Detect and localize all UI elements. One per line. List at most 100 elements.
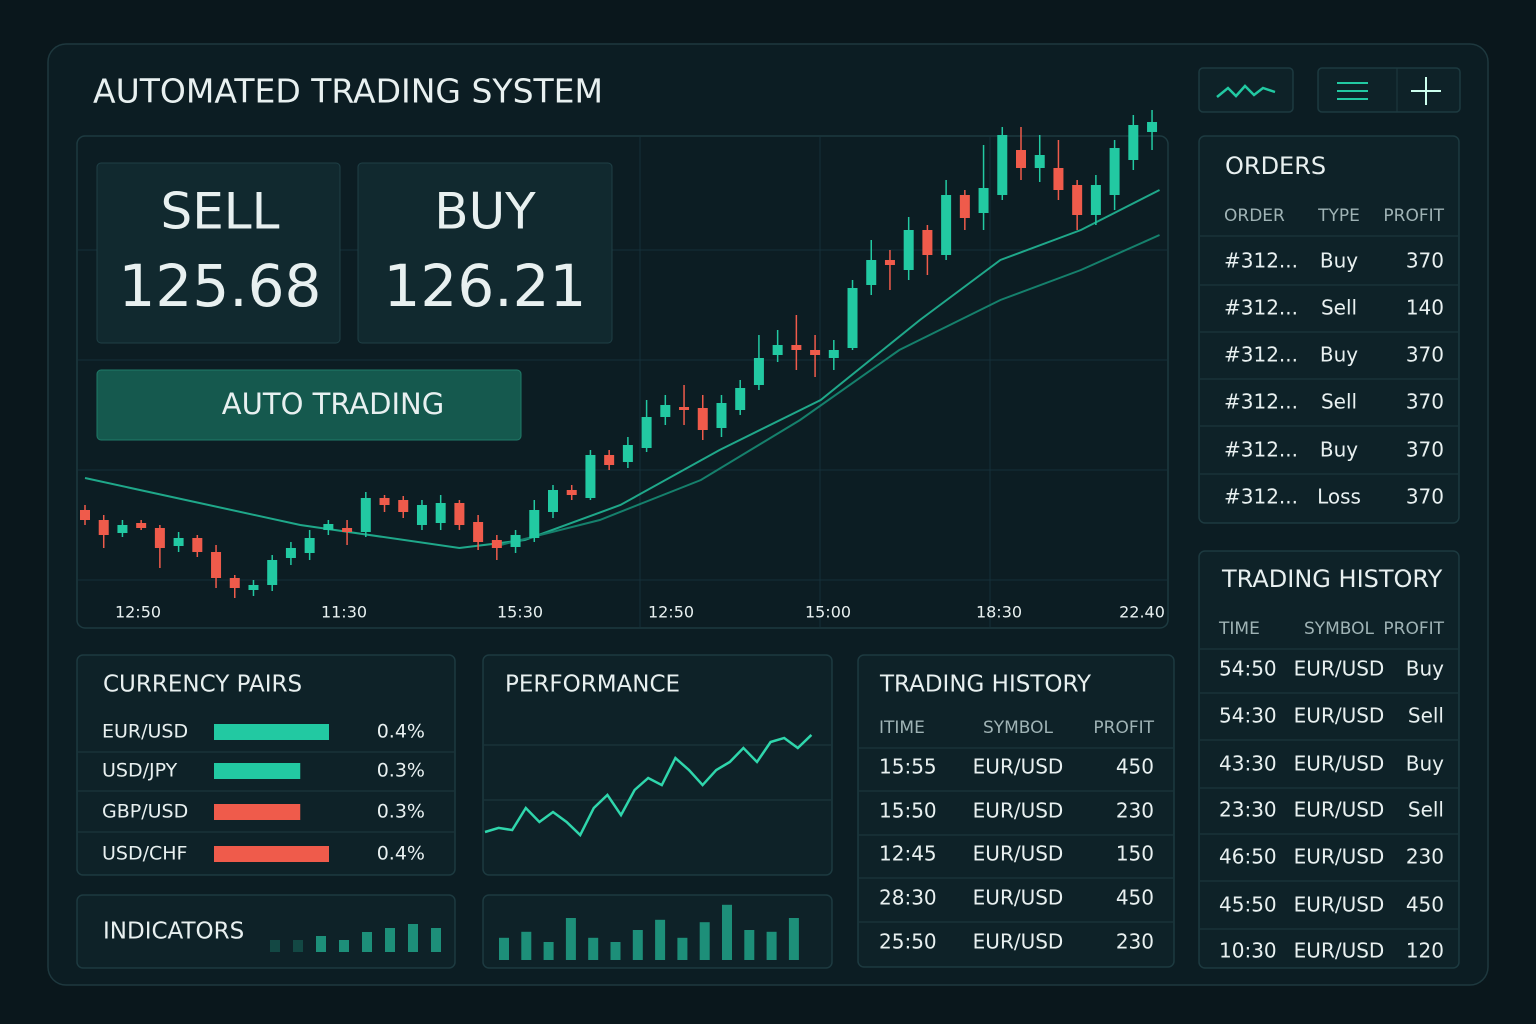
table-cell: #312... xyxy=(1224,343,1298,367)
sell-label: SELL xyxy=(160,183,279,241)
table-cell: 15:50 xyxy=(879,799,937,823)
indicators-panel xyxy=(76,894,456,969)
mini-bar xyxy=(677,937,688,960)
table-cell: 25:50 xyxy=(879,930,937,954)
column-header: ORDER xyxy=(1224,206,1285,226)
candle-body xyxy=(922,230,933,255)
candle-body xyxy=(566,490,577,495)
candle-body xyxy=(173,538,184,546)
table-cell: Buy xyxy=(1320,438,1358,462)
table-cell: EUR/USD xyxy=(1294,752,1385,776)
column-header: SYMBOL xyxy=(983,718,1054,738)
candle-body xyxy=(248,585,259,590)
candle-body xyxy=(360,498,371,532)
table-cell: EUR/USD xyxy=(1294,704,1385,728)
table-cell: 10:30 xyxy=(1219,939,1277,963)
performance-chart xyxy=(484,734,831,838)
candle-body xyxy=(154,528,165,548)
table-cell: EUR/USD xyxy=(1294,893,1385,917)
mini-bar xyxy=(610,942,621,960)
sell-price: 125.68 xyxy=(119,252,322,320)
mini-bar xyxy=(408,924,418,952)
candle-body xyxy=(866,260,877,285)
table-cell: 450 xyxy=(1116,886,1154,910)
table-cell: 370 xyxy=(1406,438,1444,462)
table-cell: EUR/USD xyxy=(1294,798,1385,822)
table-cell: Sell xyxy=(1408,798,1444,822)
x-tick-label: 18:30 xyxy=(976,603,1022,622)
candle-body xyxy=(997,135,1008,195)
candle-body xyxy=(828,350,839,358)
table-cell: Buy xyxy=(1406,657,1444,681)
candle-body xyxy=(342,528,353,532)
table-cell: 12:45 xyxy=(879,842,937,866)
table-cell: Loss xyxy=(1317,485,1361,509)
panel-title: TRADING HISTORY xyxy=(1221,565,1443,593)
candle-body xyxy=(1072,185,1083,215)
table-cell: 43:30 xyxy=(1219,752,1277,776)
candle-body xyxy=(884,260,895,265)
table-cell: 230 xyxy=(1116,930,1154,954)
chart-grid xyxy=(78,137,1167,627)
mini-bar xyxy=(655,919,666,960)
candle-body xyxy=(903,230,914,270)
menu-icon[interactable] xyxy=(1337,82,1368,100)
moving-average xyxy=(84,189,1160,550)
table-cell: 230 xyxy=(1406,845,1444,869)
candle-body xyxy=(716,403,727,428)
auto-trading-button[interactable] xyxy=(96,369,522,441)
candle-body xyxy=(660,405,671,417)
candle-body xyxy=(641,417,652,448)
sell-box[interactable] xyxy=(96,162,341,344)
candle-body xyxy=(1090,185,1101,215)
candle-body xyxy=(117,525,128,533)
candle-body xyxy=(473,522,484,542)
table-cell: Buy xyxy=(1320,249,1358,273)
table-cell: 54:50 xyxy=(1219,657,1277,681)
candle-body xyxy=(323,524,334,530)
trading-history-right-table: TIME SYMBOL PROFIT 54:50 EUR/USD Buy 54:30 EUR/… xyxy=(1200,619,1458,963)
table-cell: 370 xyxy=(1406,343,1444,367)
candle-body xyxy=(1109,148,1120,195)
mini-bar xyxy=(431,928,441,952)
chart-icon-button[interactable] xyxy=(1198,67,1294,113)
table-cell: 45:50 xyxy=(1219,893,1277,917)
mini-bar xyxy=(744,930,755,960)
pair-label: USD/CHF xyxy=(102,843,187,865)
candle-body xyxy=(810,350,821,355)
toolbar-buttons xyxy=(1317,67,1461,113)
candle-body xyxy=(454,503,465,525)
candle-body xyxy=(211,552,222,578)
performance-panel xyxy=(482,654,833,876)
column-header: PROFIT xyxy=(1093,718,1154,738)
table-cell: EUR/USD xyxy=(973,930,1064,954)
pair-bar xyxy=(214,724,329,740)
table-cell: 140 xyxy=(1406,296,1444,320)
column-header: ITIME xyxy=(879,718,925,738)
table-cell: EUR/USD xyxy=(1294,657,1385,681)
orders-panel xyxy=(1198,135,1460,524)
pair-label: GBP/USD xyxy=(102,801,188,823)
candle-body xyxy=(585,455,596,498)
mini-bar xyxy=(588,937,599,960)
candle-body xyxy=(379,498,390,505)
title: AUTOMATED TRADING SYSTEM xyxy=(93,72,603,111)
mini-bar xyxy=(766,931,777,960)
candle-body xyxy=(304,538,315,553)
panel-title: TRADING HISTORY xyxy=(879,672,1092,698)
buy-box[interactable] xyxy=(357,162,613,344)
candle-body xyxy=(80,510,90,520)
candle-body xyxy=(978,188,989,213)
candle-body xyxy=(267,560,278,585)
candle-body xyxy=(1053,168,1064,190)
table-cell: 150 xyxy=(1116,842,1154,866)
panel-title: ORDERS xyxy=(1225,152,1326,180)
mini-bar xyxy=(339,940,349,952)
candle-body xyxy=(1128,125,1139,160)
add-icon[interactable] xyxy=(1411,77,1441,105)
mini-bar xyxy=(521,931,532,960)
mini-bar xyxy=(565,918,576,960)
table-cell: 450 xyxy=(1116,755,1154,779)
